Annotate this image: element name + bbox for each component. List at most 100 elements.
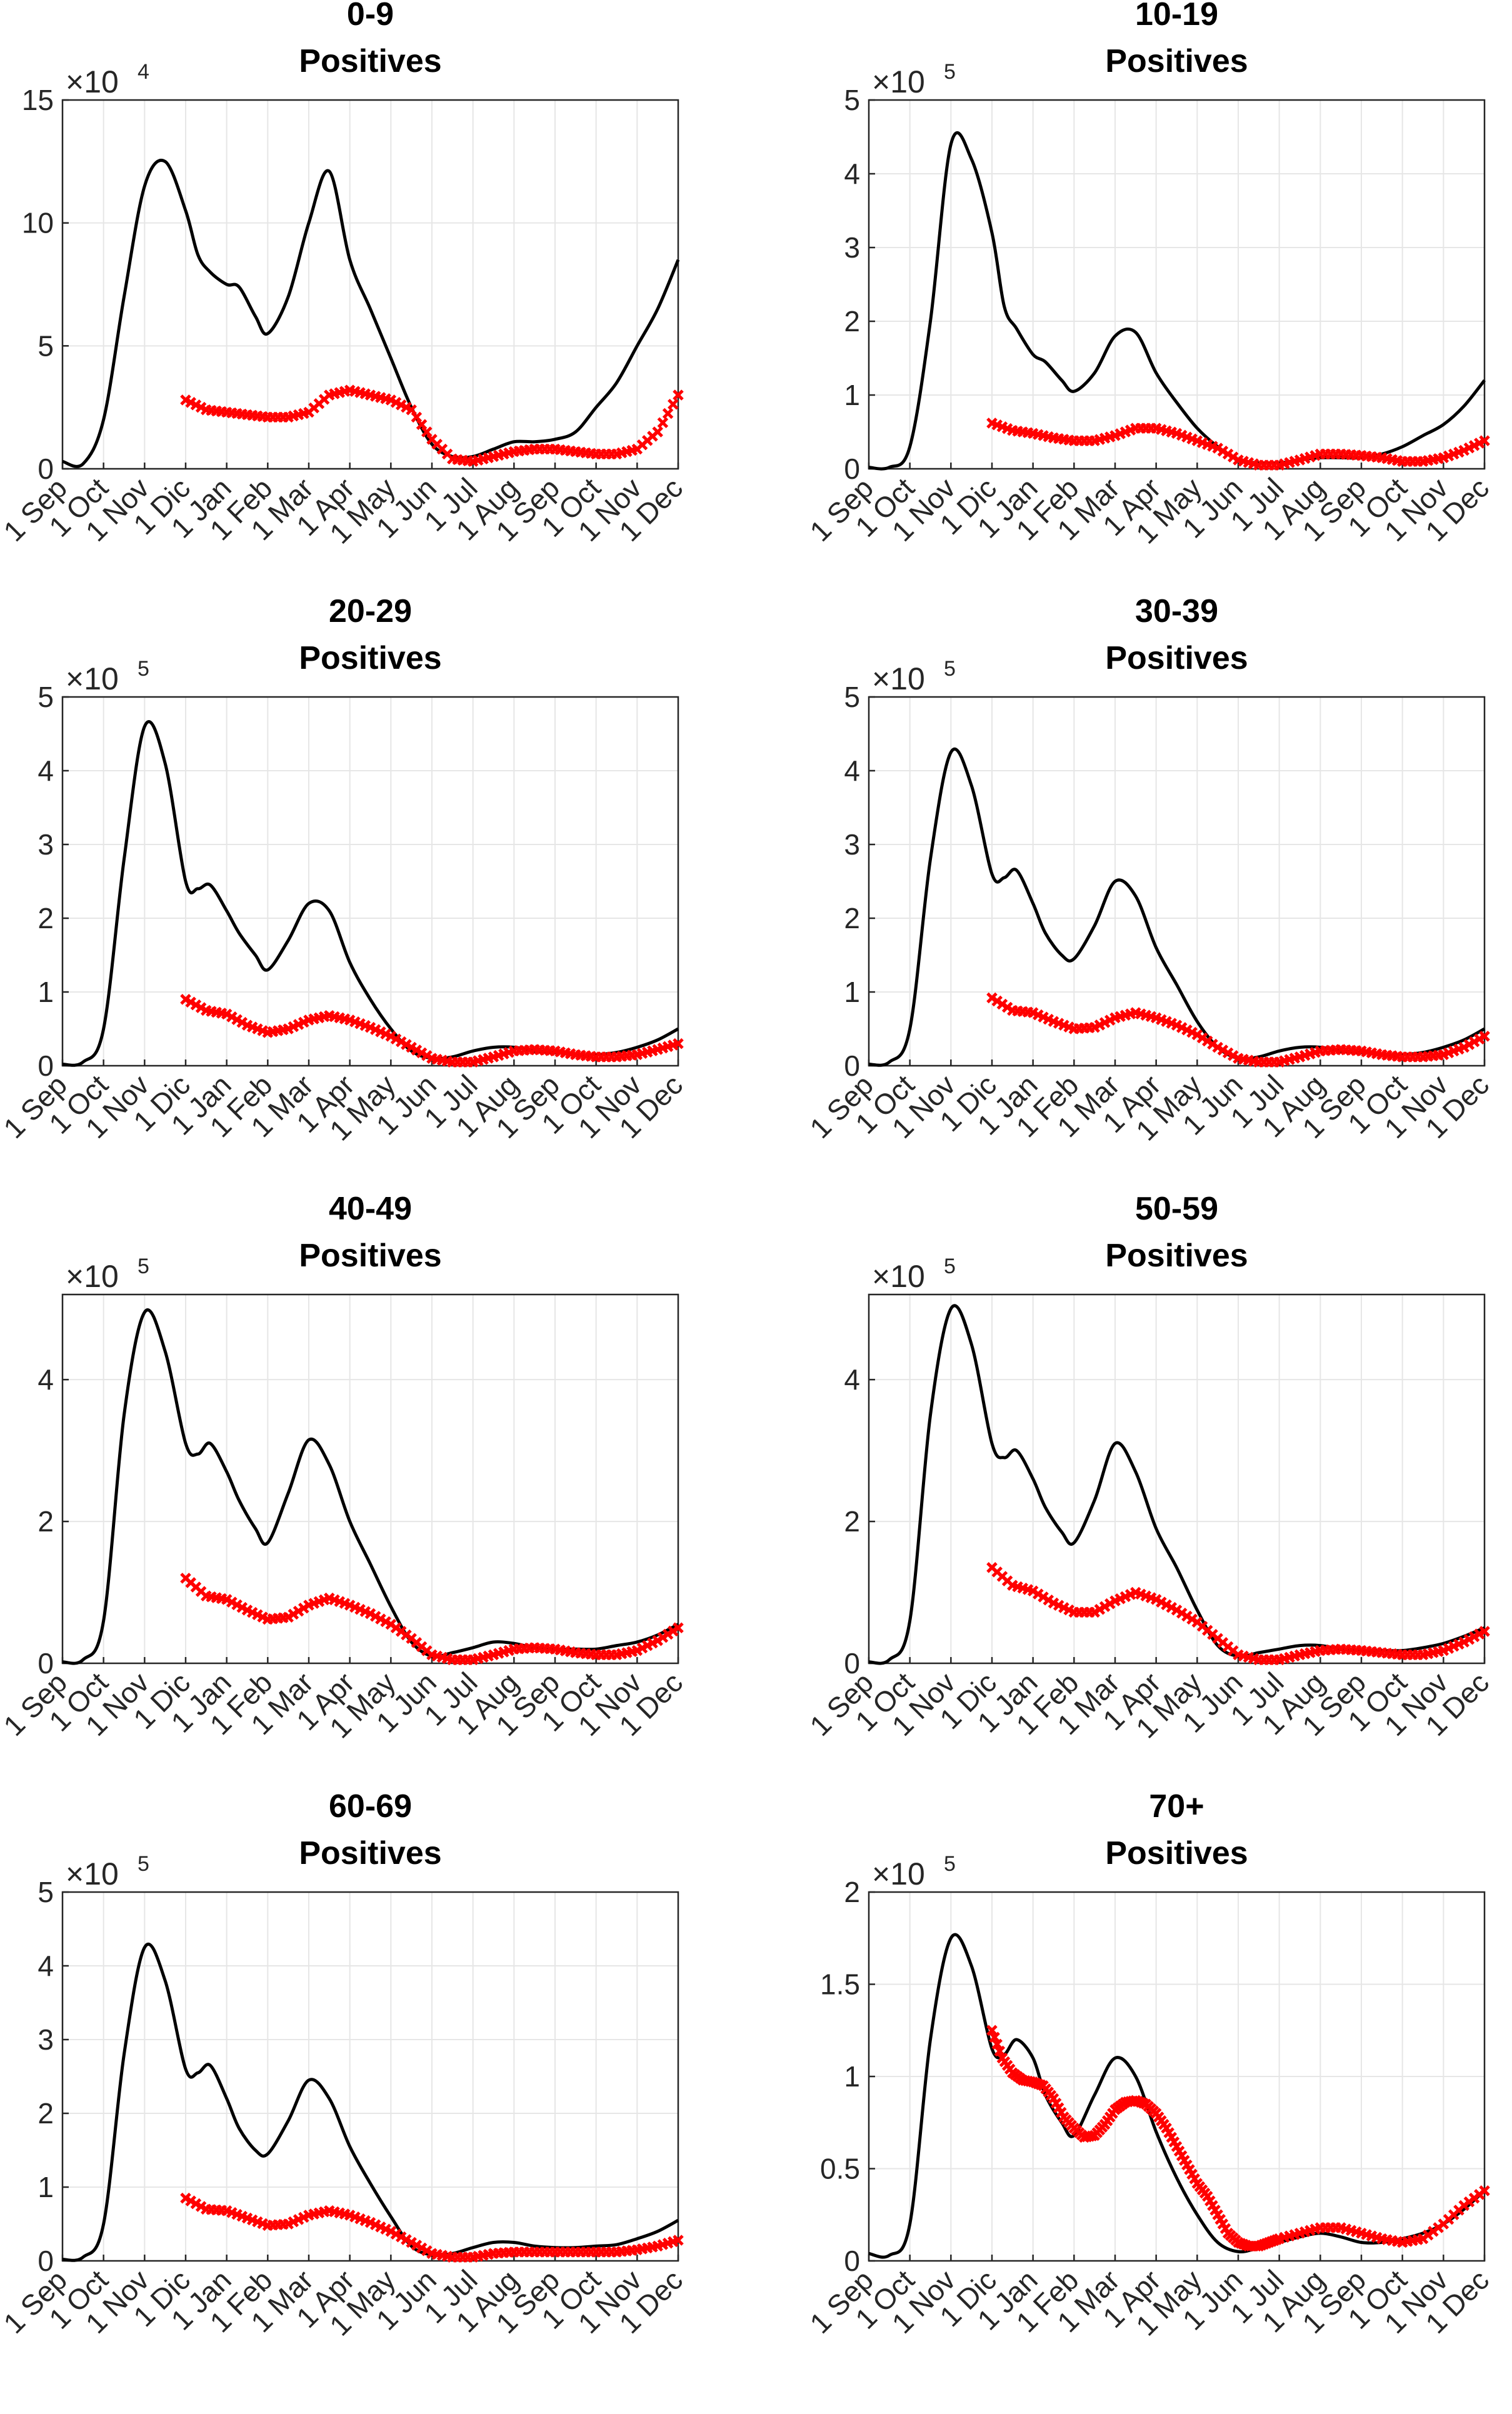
observed-point xyxy=(673,2235,684,2246)
y-exponent-value: 5 xyxy=(944,1852,956,1876)
observed-point xyxy=(652,426,663,438)
y-tick-label: 4 xyxy=(38,1950,54,1982)
y-tick-label: 1.5 xyxy=(820,1968,860,2001)
panel-group-title: 20-29 xyxy=(329,593,412,629)
axes-box xyxy=(868,99,1486,470)
observed-point xyxy=(989,2031,1000,2043)
axes-box xyxy=(61,696,679,1067)
y-tick-label: 2 xyxy=(844,305,860,338)
panel-group-title: 30-39 xyxy=(1135,593,1218,629)
y-tick-label: 4 xyxy=(844,158,860,190)
y-exponent-label: ×10 xyxy=(66,661,119,696)
y-tick-label: 3 xyxy=(844,231,860,264)
panel-group-title: 10-19 xyxy=(1135,0,1218,33)
y-tick-label: 5 xyxy=(844,681,860,713)
observed-point xyxy=(411,411,423,423)
plot-area xyxy=(63,697,678,1066)
y-exponent-label: ×10 xyxy=(66,1259,119,1294)
panel-title: Positives xyxy=(299,1835,441,1871)
panel-title: Positives xyxy=(1105,43,1248,79)
observed-point xyxy=(991,2038,1003,2050)
y-tick-label: 0 xyxy=(844,2245,860,2277)
plot-area xyxy=(869,100,1484,469)
plot-area xyxy=(869,1295,1484,1663)
y-tick-label: 4 xyxy=(38,754,54,787)
y-tick-label: 4 xyxy=(844,1363,860,1396)
y-exponent-label: ×10 xyxy=(872,1856,925,1891)
y-tick-label: 2 xyxy=(844,1876,860,1908)
y-exponent-value: 5 xyxy=(944,60,956,84)
y-exponent-value: 4 xyxy=(138,60,149,84)
panel-group-title: 40-49 xyxy=(329,1191,412,1227)
y-tick-label: 1 xyxy=(844,2060,860,2093)
y-exponent-value: 5 xyxy=(944,1255,956,1278)
axes-box xyxy=(868,696,1486,1067)
plot-area xyxy=(869,697,1484,1066)
panel-group-title: 70+ xyxy=(1149,1788,1204,1825)
y-exponent-label: ×10 xyxy=(872,64,925,99)
y-tick-label: 5 xyxy=(844,84,860,116)
observed-point xyxy=(673,389,684,401)
y-tick-label: 2 xyxy=(844,902,860,934)
y-tick-label: 1 xyxy=(38,2171,54,2203)
y-tick-label: 15 xyxy=(22,84,54,116)
y-tick-label: 4 xyxy=(38,1363,54,1396)
y-tick-label: 3 xyxy=(38,2023,54,2056)
y-tick-label: 0 xyxy=(844,1049,860,1082)
panel-title: Positives xyxy=(1105,640,1248,676)
y-tick-label: 0 xyxy=(844,1647,860,1680)
plot-area xyxy=(63,100,678,469)
panel-group-title: 0-9 xyxy=(347,0,394,33)
observed-point xyxy=(986,2025,998,2036)
axes-box xyxy=(61,99,679,470)
observed-point xyxy=(416,419,428,430)
y-tick-label: 2 xyxy=(38,902,54,934)
y-tick-label: 4 xyxy=(844,754,860,787)
observed-point xyxy=(1479,1626,1490,1637)
y-tick-label: 1 xyxy=(844,379,860,411)
axes-box xyxy=(61,1891,679,2262)
observed-point xyxy=(994,2045,1006,2057)
panel-title: Positives xyxy=(1105,1238,1248,1274)
y-exponent-value: 5 xyxy=(944,657,956,681)
y-tick-label: 3 xyxy=(844,828,860,861)
observed-point xyxy=(1479,435,1490,446)
y-exponent-value: 5 xyxy=(138,657,149,681)
y-tick-label: 10 xyxy=(22,207,54,239)
panel-title: Positives xyxy=(299,1238,441,1274)
observed-point xyxy=(657,417,669,429)
plot-area xyxy=(63,1892,678,2261)
observed-point xyxy=(668,398,679,410)
axes-box xyxy=(868,1293,1486,1665)
observed-point xyxy=(1479,2185,1490,2196)
observed-point xyxy=(421,426,433,438)
y-tick-label: 5 xyxy=(38,1876,54,1908)
y-tick-label: 3 xyxy=(38,828,54,861)
observed-point xyxy=(1479,1031,1490,1042)
y-tick-label: 5 xyxy=(38,681,54,713)
y-tick-label: 1 xyxy=(844,976,860,1008)
y-tick-label: 0 xyxy=(844,453,860,485)
observed-point xyxy=(406,404,417,416)
y-tick-label: 0 xyxy=(38,453,54,485)
y-tick-label: 5 xyxy=(38,329,54,362)
observed-point xyxy=(673,1038,684,1049)
panel-title: Positives xyxy=(1105,1835,1248,1871)
y-tick-label: 0 xyxy=(38,1049,54,1082)
observed-point xyxy=(673,1622,684,1634)
y-exponent-label: ×10 xyxy=(872,1259,925,1294)
y-tick-label: 0 xyxy=(38,1647,54,1680)
y-tick-label: 0 xyxy=(38,2245,54,2277)
model-line xyxy=(868,1933,1486,2259)
axes-box xyxy=(61,1293,679,1665)
y-exponent-value: 5 xyxy=(138,1852,149,1876)
